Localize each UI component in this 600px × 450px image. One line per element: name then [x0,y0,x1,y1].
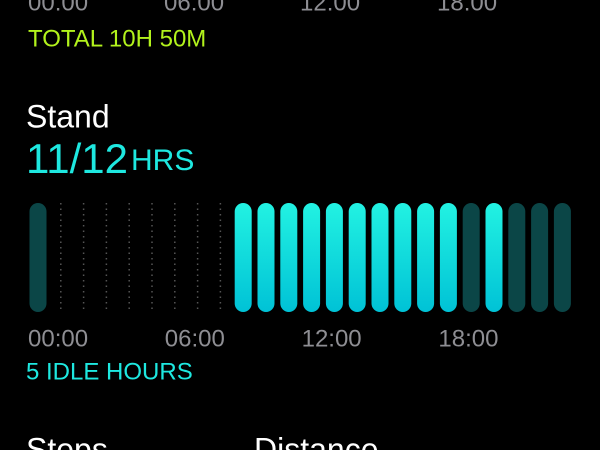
stand-bar [234,203,252,312]
prev-axis-label: 00:00 [28,0,88,16]
prev-axis-label: 12:00 [300,0,360,16]
stand-bar [394,203,412,312]
prev-axis-label: 18:00 [437,0,497,16]
stand-unit: HRS [131,144,194,177]
stand-value: 11/12 HRS [26,135,194,182]
idle-hours: 5 IDLE HOURS [26,358,193,385]
total-label: TOTAL 10H 50M [28,25,206,52]
stand-bar [531,203,549,312]
x-tick-label: 06:00 [165,325,225,352]
stand-bar [280,203,298,312]
metric-title: Distance [254,431,379,450]
stand-chart: 00:00 06:00 12:00 18:00 [28,203,571,352]
stand-bar [485,203,503,312]
stand-bar [371,203,389,312]
metric-title: Steps [26,431,108,450]
x-tick-label: 00:00 [28,325,88,352]
stand-bar [257,203,275,312]
stand-bar [553,203,571,312]
stand-bar [462,203,480,312]
stand-bar [303,203,321,312]
stand-bar [508,203,526,312]
stand-bar [348,203,366,312]
prev-axis-label: 06:00 [164,0,224,16]
section-title: Stand [26,98,110,134]
stand-bar [417,203,435,312]
x-tick-label: 18:00 [438,325,498,352]
stand-bar [29,203,47,312]
stand-count: 11/12 [26,135,128,182]
stand-bar [439,203,457,312]
stand-bar [325,203,343,312]
x-tick-label: 12:00 [302,325,362,352]
